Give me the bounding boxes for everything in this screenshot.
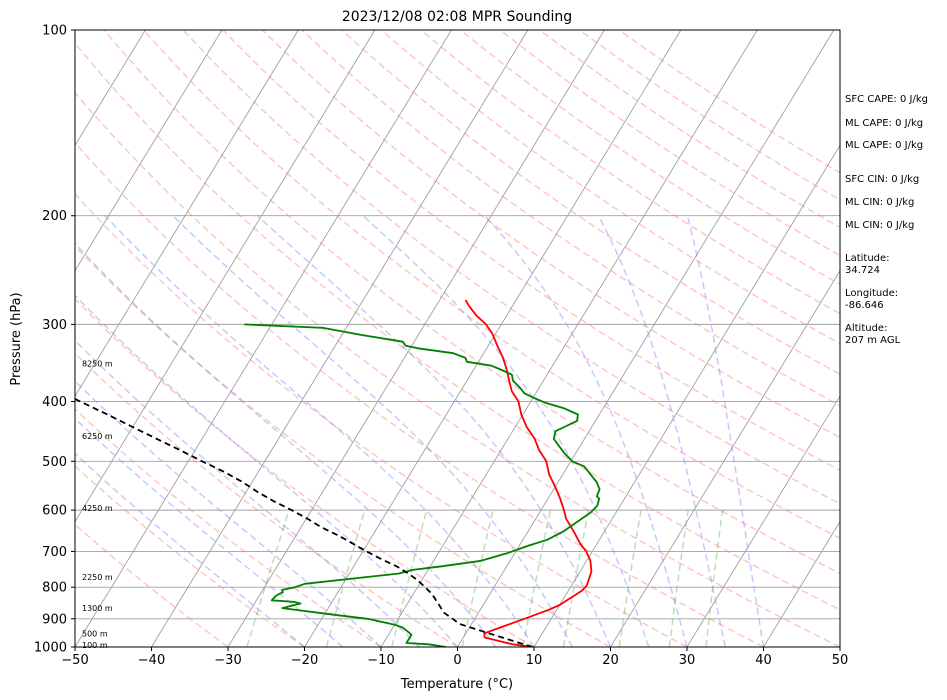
info-text: Longitude:	[845, 288, 898, 299]
dry-adiabat-line	[75, 192, 688, 647]
dry-adiabat-line	[75, 523, 229, 647]
x-tick-label: −30	[214, 653, 241, 668]
y-tick-label: 300	[42, 318, 67, 333]
x-tick-label: −50	[61, 653, 88, 668]
isotherm-line	[610, 269, 840, 647]
info-text: 34.724	[845, 265, 880, 276]
isotherm-line	[151, 30, 529, 647]
sounding-traces	[75, 299, 601, 647]
isotherm-line	[533, 144, 840, 647]
moist-adiabat-line	[362, 215, 650, 647]
x-tick-label: 40	[755, 653, 772, 668]
isotherm-line	[75, 30, 299, 398]
y-tick-label: 1000	[34, 641, 67, 656]
y-tick-label: 900	[42, 612, 67, 627]
dry-adiabat-line	[103, 30, 840, 575]
height-label: 4250 m	[82, 504, 113, 513]
y-tick-label: 700	[42, 545, 67, 560]
skewt-background-lines	[75, 30, 840, 647]
dry-adiabat-line	[75, 42, 840, 611]
info-text: ML CIN: 0 J/kg	[845, 197, 914, 208]
info-text: 207 m AGL	[845, 335, 901, 346]
isotherm-line	[75, 30, 146, 147]
x-tick-label: 50	[832, 653, 849, 668]
dry-adiabat-line	[75, 91, 840, 647]
moist-adiabat-line	[75, 339, 420, 647]
height-label: 100 m	[82, 641, 108, 650]
y-axis-ticks: 100 200 300 400 500 600 700 800 900 1000	[34, 24, 75, 656]
isotherm-line	[686, 395, 840, 647]
x-axis-ticks: −50 −40 −30 −20 −10 0 10 20 30 40 50	[61, 647, 848, 668]
x-axis-label: Temperature (°C)	[400, 677, 513, 692]
info-text: -86.646	[845, 300, 884, 311]
chart-title: 2023/12/08 02:08 MPR Sounding	[342, 9, 572, 25]
dry-adiabat-line	[75, 141, 764, 647]
dry-adiabat-line	[75, 298, 535, 647]
height-label: 6250 m	[82, 432, 113, 441]
y-tick-label: 400	[42, 395, 67, 410]
dry-adiabat-line	[182, 30, 840, 505]
dry-adiabat-line	[143, 30, 840, 540]
mixing-ratio-line	[461, 509, 494, 647]
sounding-info-panel: SFC CAPE: 0 J/kg ML CAPE: 0 J/kg ML CAPE: …	[845, 94, 928, 346]
info-text: Latitude:	[845, 253, 890, 264]
y-tick-label: 800	[42, 581, 67, 596]
isotherm-line	[75, 30, 452, 647]
info-text: SFC CAPE: 0 J/kg	[845, 94, 928, 105]
info-text: ML CAPE: 0 J/kg	[845, 118, 923, 129]
height-label: 8250 m	[82, 359, 113, 368]
info-text: ML CIN: 0 J/kg	[845, 220, 914, 231]
height-label: 1300 m	[82, 604, 113, 613]
info-text: ML CAPE: 0 J/kg	[845, 140, 923, 151]
parcel-trace	[75, 397, 533, 647]
moist-adiabat-line	[597, 215, 727, 647]
x-tick-label: 0	[453, 653, 461, 668]
isotherm-line	[75, 30, 223, 272]
y-tick-label: 100	[42, 24, 67, 39]
x-tick-label: 20	[602, 653, 619, 668]
temperature-trace	[464, 299, 593, 647]
dry-adiabat-line	[460, 30, 840, 286]
dry-adiabat-line	[75, 407, 382, 647]
mixing-ratio-line	[246, 509, 290, 647]
dry-adiabat-line	[75, 352, 458, 647]
x-tick-label: −40	[138, 653, 165, 668]
x-tick-label: −20	[291, 653, 318, 668]
y-tick-label: 200	[42, 209, 67, 224]
x-tick-label: −10	[367, 653, 394, 668]
moist-adiabat-line	[686, 215, 765, 647]
isotherm-line	[227, 30, 605, 647]
y-axis-label: Pressure (hPa)	[9, 292, 24, 385]
moist-adiabat-line	[484, 215, 688, 647]
isotherm-line	[304, 30, 682, 647]
info-text: Altitude:	[845, 323, 887, 334]
dry-adiabat-line	[222, 30, 840, 472]
dry-adiabat-line	[75, 244, 611, 647]
moist-adiabat-line	[172, 215, 573, 647]
info-text: SFC CIN: 0 J/kg	[845, 174, 919, 185]
moist-adiabat-line	[75, 294, 459, 647]
isotherm-line	[75, 30, 376, 523]
x-tick-label: 10	[526, 653, 543, 668]
mixing-ratio-line	[668, 509, 689, 647]
dewpoint-trace	[244, 323, 601, 647]
isotherm-line	[763, 520, 840, 647]
isotherm-line	[457, 30, 835, 647]
height-labels: 100 m 500 m 1300 m 2250 m 4250 m 6250 m 8250 m	[82, 359, 113, 649]
y-tick-label: 500	[42, 455, 67, 470]
isotherm-line	[380, 30, 758, 647]
height-label: 2250 m	[82, 573, 113, 582]
x-tick-label: 30	[679, 653, 696, 668]
moist-adiabat-line	[104, 215, 535, 647]
y-tick-label: 600	[42, 504, 67, 519]
height-label: 500 m	[82, 629, 108, 638]
